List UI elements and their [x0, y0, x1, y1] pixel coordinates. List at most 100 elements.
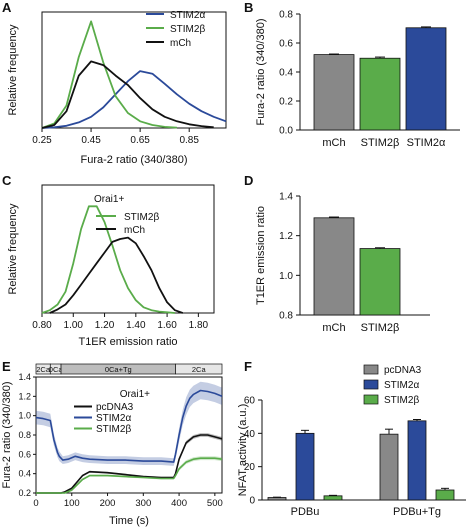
x-tick-label: mCh — [322, 137, 345, 149]
legend-label: mCh — [170, 38, 191, 49]
panel-letter: B — [244, 0, 253, 15]
y-tick-label: 0.8 — [279, 10, 293, 21]
legend-label: STIM2α — [384, 380, 419, 391]
x-tick-label: 0.45 — [81, 135, 101, 146]
y-tick-label: 0.8 — [18, 430, 31, 440]
series-line — [49, 236, 184, 314]
y-tick-label: 0.4 — [279, 68, 293, 79]
y-tick-label: 1.4 — [279, 192, 293, 203]
phase-box — [175, 363, 223, 375]
x-tick-label: 0.85 — [179, 135, 199, 146]
x-axis-label: Fura-2 ratio (340/380) — [81, 154, 188, 166]
legend-label: STIM2β — [96, 424, 131, 435]
y-tick-label: 1.2 — [279, 231, 293, 242]
y-axis-label: NFAT activity (a.u.) — [237, 404, 249, 497]
panel-letter: E — [2, 359, 11, 374]
bar — [359, 57, 401, 131]
y-tick-label: 0.2 — [18, 488, 31, 498]
x-tick-label: STIM2β — [361, 137, 400, 149]
x-tick-label: 1.80 — [189, 320, 209, 331]
series-line — [41, 60, 214, 129]
y-tick-label: 0.4 — [18, 469, 31, 479]
y-tick-label: 0 — [249, 496, 255, 507]
x-tick-label: 500 — [207, 498, 223, 509]
y-tick-label: 0.6 — [279, 39, 293, 50]
y-axis-label: Relative frequency — [7, 203, 19, 295]
legend-swatch — [363, 364, 379, 375]
panel-d: D 0.8 1.0 1.2 1.4 T1ER emission ratio mCh STIM2… — [244, 173, 430, 334]
series-line — [35, 389, 223, 463]
phase-label: 0Ca+Tg — [105, 365, 132, 374]
x-tick-label: STIM2α — [407, 137, 446, 149]
panel-letter: A — [2, 0, 12, 15]
legend-label: STIM2β — [384, 395, 419, 406]
legend-label: pcDNA3 — [384, 365, 422, 376]
x-tick-label: 1.60 — [157, 320, 177, 331]
x-tick-label: STIM2β — [361, 322, 400, 334]
x-tick-label: 0.80 — [32, 320, 52, 331]
series-line — [41, 205, 175, 314]
legend-label: STIM2β — [170, 24, 205, 35]
x-tick-label: mCh — [322, 322, 345, 334]
phase-label: 0Ca — [49, 365, 64, 374]
bar — [267, 497, 287, 501]
x-tick-label: 1.20 — [95, 320, 115, 331]
y-tick-label: 0.2 — [279, 97, 293, 108]
bar — [407, 420, 427, 501]
bar — [295, 432, 315, 501]
legend-label: STIM2β — [124, 212, 159, 223]
legend-label: STIM2α — [170, 10, 205, 21]
x-tick-label: PDBu — [291, 506, 320, 518]
legend-title: Orai1+ — [94, 194, 124, 205]
plot-frame — [41, 11, 227, 129]
x-axis-label: T1ER emission ratio — [78, 336, 177, 348]
series-line — [41, 20, 177, 129]
bar — [379, 433, 399, 501]
y-axis-label: Relative frequency — [7, 24, 19, 116]
bar — [405, 27, 447, 131]
x-tick-label: 300 — [135, 498, 151, 509]
y-tick-label: 40 — [244, 429, 256, 440]
phase-label: 2Ca — [192, 365, 207, 374]
legend-label: pcDNA3 — [96, 402, 134, 413]
y-axis-label: Fura-2 ratio (340/380) — [255, 19, 267, 126]
x-tick-label: 0.25 — [32, 135, 52, 146]
bar — [323, 495, 343, 501]
legend-swatch — [363, 394, 379, 405]
legend-label: mCh — [124, 225, 145, 236]
x-tick-label: 1.00 — [64, 320, 84, 331]
bar — [313, 217, 355, 316]
panel-c: C 0.80 1.00 1.20 1.40 1.60 1.80 Relative freque… — [2, 173, 215, 348]
legend-swatch — [363, 379, 379, 390]
y-tick-label: 0.6 — [18, 449, 31, 459]
x-tick-label: 100 — [64, 498, 80, 509]
phase-label: 2Ca — [36, 365, 51, 374]
x-tick-label: 0.65 — [130, 135, 150, 146]
series-line — [36, 457, 223, 494]
y-tick-label: 0.0 — [279, 126, 293, 137]
x-tick-label: PDBu+Tg — [393, 506, 441, 518]
bar — [435, 489, 455, 501]
y-axis-label: Fura-2 ratio (340/380) — [1, 382, 13, 489]
panel-letter: F — [244, 359, 252, 374]
y-tick-label: 1.0 — [18, 411, 31, 421]
plot-frame — [41, 184, 215, 314]
x-tick-label: 400 — [171, 498, 187, 509]
y-tick-label: 60 — [244, 396, 256, 407]
y-axis-label: T1ER emission ratio — [255, 206, 267, 305]
x-axis-label: Time (s) — [109, 515, 149, 527]
panel-letter: C — [2, 173, 12, 188]
panel-letter: D — [244, 173, 253, 188]
bar — [313, 54, 355, 131]
error-band — [36, 456, 222, 494]
y-tick-label: 20 — [244, 462, 256, 473]
x-tick-label: 200 — [100, 498, 116, 509]
y-tick-label: 1.4 — [18, 372, 31, 382]
y-tick-label: 1.0 — [279, 271, 293, 282]
x-tick-label: 1.40 — [126, 320, 146, 331]
y-tick-label: 0.8 — [279, 311, 293, 322]
series-line — [41, 70, 227, 129]
